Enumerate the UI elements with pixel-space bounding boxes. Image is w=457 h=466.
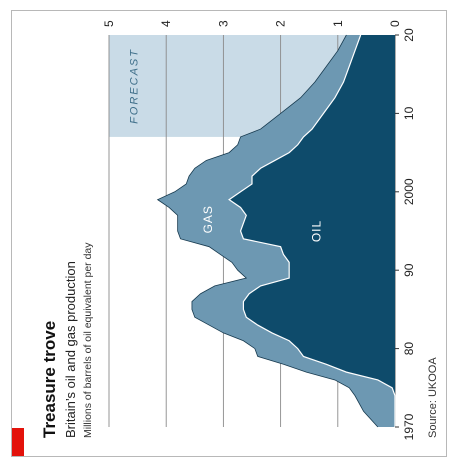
x-tick-label: 20 xyxy=(402,28,416,42)
x-tick-label: 90 xyxy=(402,263,416,277)
y-tick-label: 4 xyxy=(159,20,173,27)
y-tick-label: 5 xyxy=(102,20,116,27)
chart-card: Treasure trove Britain’s oil and gas pro… xyxy=(11,10,447,457)
area-chart: 0 1 2 3 4 5 1970 80 90 2000 10 20 GAS OIL FORECAST xyxy=(12,11,446,456)
y-tick-label: 1 xyxy=(331,20,345,27)
x-tick-label: 80 xyxy=(402,342,416,356)
y-tick-label: 2 xyxy=(274,20,288,27)
source-note: Source: UKOOA xyxy=(427,357,439,438)
series-label-oil: OIL xyxy=(310,220,324,242)
x-tick-label: 10 xyxy=(402,106,416,120)
series-label-gas: GAS xyxy=(201,205,215,233)
x-tick-label: 2000 xyxy=(402,178,416,205)
y-tick-label: 0 xyxy=(388,20,402,27)
x-tick-label: 1970 xyxy=(402,413,416,440)
rotated-figure: Treasure trove Britain’s oil and gas pro… xyxy=(12,11,446,456)
y-tick-label: 3 xyxy=(216,20,230,27)
forecast-label: FORECAST xyxy=(129,48,141,124)
